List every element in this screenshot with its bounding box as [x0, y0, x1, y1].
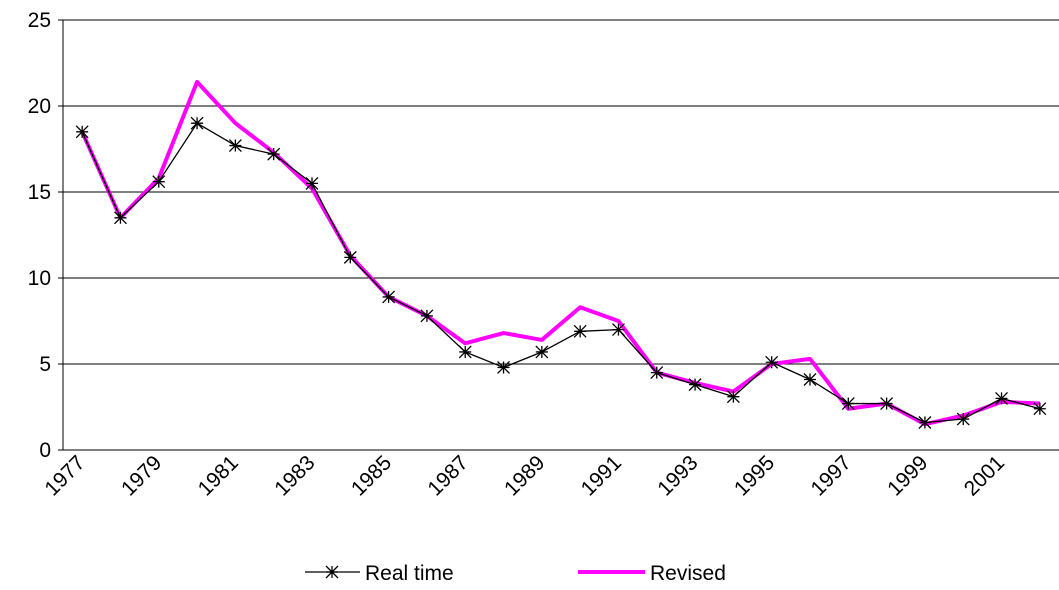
y-tick-label: 20 — [28, 95, 51, 118]
x-tick-label: 1981 — [194, 451, 243, 500]
series-line — [80, 79, 1040, 427]
marker — [228, 139, 242, 153]
x-tick-label: 1979 — [117, 451, 166, 500]
marker — [343, 250, 357, 264]
marker — [75, 125, 89, 139]
marker — [535, 345, 549, 359]
marker — [841, 397, 855, 411]
x-tick-label: 1985 — [347, 451, 396, 500]
y-tick-label: 10 — [28, 267, 51, 290]
marker — [612, 323, 625, 337]
legend-label: Real time — [365, 562, 454, 585]
x-tick-label: 2001 — [960, 451, 1009, 500]
x-tick-label: 1991 — [577, 451, 626, 500]
marker — [190, 116, 204, 130]
marker — [267, 147, 281, 161]
marker — [497, 360, 510, 374]
x-tick-label: 1987 — [423, 451, 472, 500]
marker — [458, 345, 472, 359]
marker — [765, 355, 779, 369]
marker — [1033, 402, 1047, 416]
legend-label: Revised — [650, 562, 726, 585]
marker — [420, 309, 434, 323]
marker — [305, 176, 319, 190]
marker — [650, 366, 664, 380]
marker — [880, 397, 894, 411]
marker — [726, 390, 740, 404]
series — [80, 79, 1040, 427]
legend-marker — [325, 565, 339, 579]
y-tick-label: 0 — [39, 439, 51, 462]
marker — [956, 412, 970, 426]
marker — [803, 373, 817, 386]
x-tick-label: 1997 — [807, 451, 856, 500]
y-tick-label: 25 — [28, 9, 51, 32]
x-tick-label: 1983 — [270, 451, 319, 500]
x-tick-label: 1999 — [883, 451, 932, 500]
marker — [382, 290, 396, 304]
x-tick-label: 1995 — [730, 451, 779, 500]
x-tick-label: 1989 — [500, 451, 549, 500]
marker — [152, 175, 166, 189]
marker — [688, 378, 702, 392]
marker — [573, 324, 587, 338]
series — [75, 116, 1047, 429]
x-tick-label: 1993 — [653, 451, 702, 500]
y-tick-label: 5 — [39, 353, 51, 376]
marker — [114, 211, 127, 225]
marker — [918, 416, 932, 429]
marker — [995, 391, 1008, 405]
y-tick-label: 15 — [28, 181, 51, 204]
series-line — [81, 122, 1041, 424]
